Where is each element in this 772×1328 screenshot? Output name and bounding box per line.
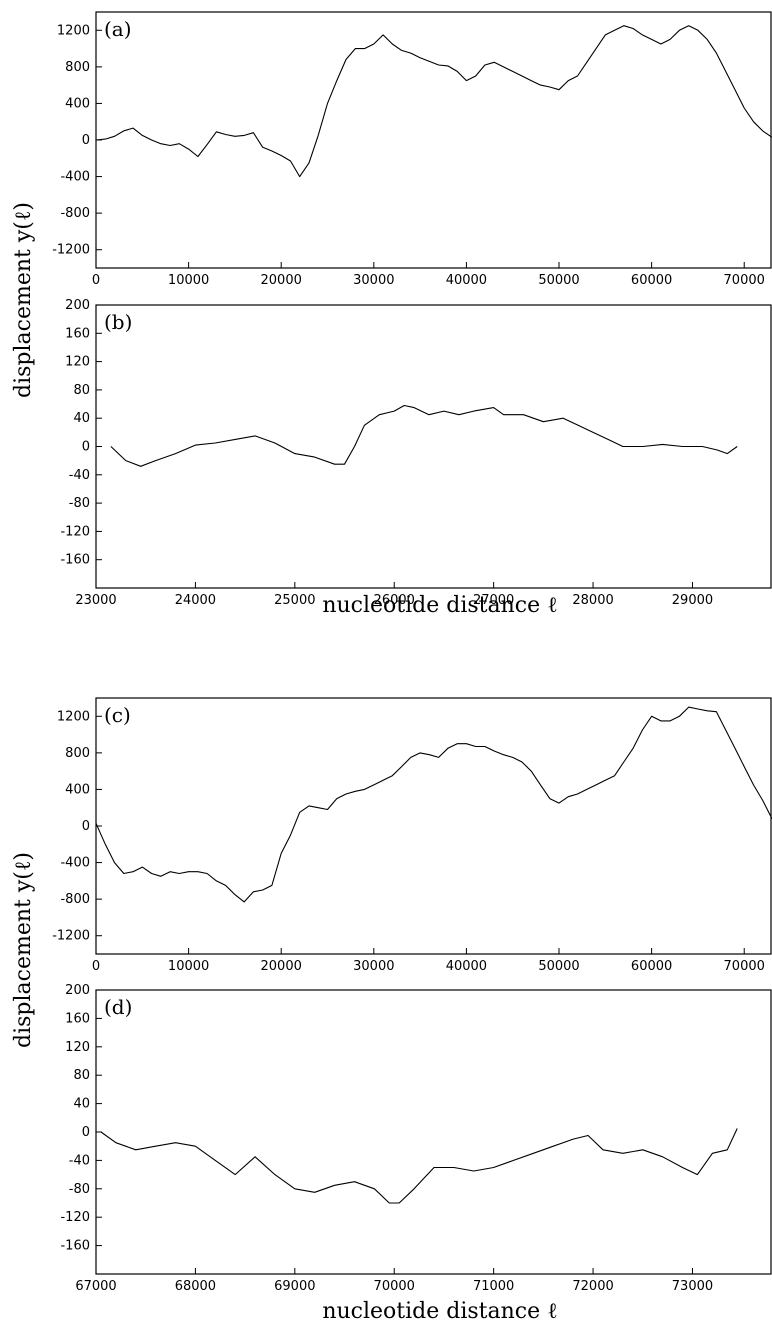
y-tick-label: -40 [69, 1153, 90, 1168]
x-tick-label: 70000 [374, 1279, 415, 1294]
y-tick-label: 160 [65, 1011, 90, 1026]
x-tick-label: 60000 [631, 959, 672, 974]
x-tick-label: 40000 [446, 959, 487, 974]
y-tick-label: 120 [65, 1040, 90, 1055]
x-tick-label: 27000 [473, 593, 514, 608]
x-tick-label: 26000 [374, 593, 415, 608]
x-tick-label: 71000 [473, 1279, 514, 1294]
x-tick-label: 25000 [274, 593, 315, 608]
y-tick-label: 200 [65, 983, 90, 998]
x-tick-label: 30000 [353, 959, 394, 974]
x-tick-label: 69000 [274, 1279, 315, 1294]
x-tick-label: 30000 [353, 273, 394, 288]
y-tick-label: 0 [82, 819, 90, 834]
panel-label: (a) [104, 17, 132, 41]
y-tick-label: -1200 [52, 243, 90, 258]
y-tick-label: 80 [73, 383, 90, 398]
x-tick-label: 50000 [538, 959, 579, 974]
y-tick-label: 120 [65, 355, 90, 370]
series-line-4 [100, 1128, 738, 1204]
y-tick-label: -160 [60, 553, 90, 568]
y-tick-label: 800 [65, 746, 90, 761]
x-tick-label: 0 [92, 959, 100, 974]
y-tick-label: 0 [82, 1125, 90, 1140]
y-tick-label: -80 [69, 1182, 90, 1197]
x-tick-label: 40000 [446, 273, 487, 288]
x-tick-label: 70000 [724, 959, 765, 974]
panel-4: 200 160 120 80 40 0 -40 -80 -120 -160 67000 68000 69… [60, 983, 772, 1294]
x-tick-label: 50000 [538, 273, 579, 288]
panel-label: (d) [104, 995, 132, 1019]
x-tick-label: 68000 [175, 1279, 216, 1294]
series-line-1 [95, 25, 772, 178]
y-tick-label: 200 [65, 298, 90, 313]
x-tick-label: 60000 [631, 273, 672, 288]
plot-frame [95, 304, 772, 589]
x-tick-label: 23000 [75, 593, 116, 608]
x-tick-label: 0 [92, 273, 100, 288]
y-tick-label: -40 [69, 468, 90, 483]
y-axis-title-bottom: displacement y(ℓ) [11, 852, 36, 1048]
y-tick-label: -800 [60, 206, 90, 221]
y-tick-label: -80 [69, 496, 90, 511]
y-tick-label: -400 [60, 170, 90, 185]
x-tick-label: 10000 [168, 959, 209, 974]
y-tick-label: 1200 [57, 23, 90, 38]
x-tick-label: 24000 [175, 593, 216, 608]
y-tick-label: 80 [73, 1068, 90, 1083]
y-tick-label: -120 [60, 1210, 90, 1225]
y-tick-label: -120 [60, 524, 90, 539]
y-tick-label: 1200 [57, 709, 90, 724]
y-tick-label: 800 [65, 60, 90, 75]
plot-frame [95, 989, 772, 1275]
plot-frame [95, 11, 772, 269]
y-tick-label: 40 [73, 1097, 90, 1112]
x-tick-label: 73000 [672, 1279, 713, 1294]
x-tick-label: 20000 [261, 273, 302, 288]
y-axis-title-top: displacement y(ℓ) [11, 202, 36, 398]
panel-label: (b) [104, 310, 132, 334]
series-line-2 [110, 404, 738, 467]
y-tick-label: 160 [65, 326, 90, 341]
x-tick-label: 10000 [168, 273, 209, 288]
x-axis-title-bottom: nucleotide distance ℓ [322, 1299, 557, 1324]
x-tick-label: 72000 [572, 1279, 613, 1294]
y-tick-label: 0 [82, 440, 90, 455]
x-tick-label: 70000 [724, 273, 765, 288]
y-tick-label: 400 [65, 96, 90, 111]
x-tick-label: 20000 [261, 959, 302, 974]
x-tick-label: 67000 [75, 1279, 116, 1294]
panel-label: (c) [104, 703, 131, 727]
panel-2: 200 160 120 80 40 0 -40 -80 -120 -160 23000 24000 25… [60, 298, 772, 608]
y-tick-label: -800 [60, 892, 90, 907]
series-line-3 [95, 706, 772, 903]
x-axis-title-top: nucleotide distance ℓ [322, 593, 557, 618]
y-tick-label: -1200 [52, 929, 90, 944]
x-tick-label: 29000 [672, 593, 713, 608]
y-tick-label: 40 [73, 411, 90, 426]
plot-frame [95, 697, 772, 955]
y-tick-label: -400 [60, 856, 90, 871]
y-tick-label: 0 [82, 133, 90, 148]
x-tick-label: 28000 [572, 593, 613, 608]
y-tick-label: 400 [65, 782, 90, 797]
y-tick-label: -160 [60, 1239, 90, 1254]
